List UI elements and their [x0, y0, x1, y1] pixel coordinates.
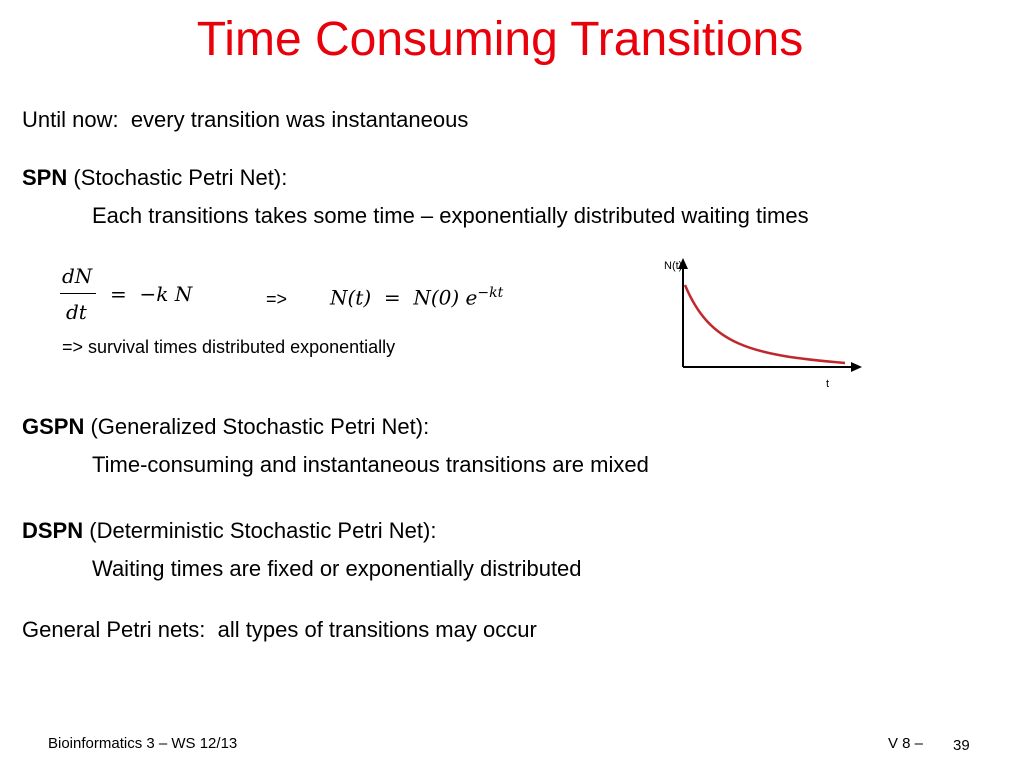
term: GSPN — [22, 414, 85, 439]
section-detail: Waiting times are fixed or exponentially… — [92, 556, 582, 581]
note: => survival times distributed exponentia… — [62, 337, 396, 357]
slide-title: Time Consuming Transitions — [196, 13, 804, 66]
y-label: N(t) — [664, 260, 682, 272]
arrow: => — [266, 289, 288, 309]
decay-curve — [683, 284, 846, 365]
decay-graph: N(t) t — [664, 258, 862, 390]
term-label: (Generalized Stochastic Petri Net): — [90, 414, 430, 439]
intro: Until now: every transition was instanta… — [22, 107, 469, 132]
section-detail: Each transitions takes some time – expon… — [92, 203, 809, 228]
section-heading: GSPN (Generalized Stochastic Petri Net): — [22, 416, 429, 438]
section-heading: DSPN (Deterministic Stochastic Petri Net… — [22, 520, 436, 542]
section-detail: Time-consuming and instantaneous transit… — [92, 452, 649, 477]
exponent: −kt — [477, 285, 504, 301]
denominator: dt — [66, 300, 87, 324]
term: SPN — [22, 165, 68, 190]
footer-version: V 8 – — [888, 735, 924, 752]
formula-rhs: = −k N — [110, 282, 193, 306]
x-label: t — [826, 378, 829, 390]
closing: General Petri nets: all types of transit… — [22, 617, 537, 642]
footer-course: Bioinformatics 3 – WS 12/13 — [48, 735, 238, 752]
x-arrow — [851, 362, 862, 372]
solution-base: N(t) = N(0) e — [330, 285, 478, 310]
term-label: (Deterministic Stochastic Petri Net): — [89, 518, 437, 543]
y-arrow — [678, 258, 688, 269]
solution: N(t) = N(0) e−kt — [330, 286, 503, 308]
fraction-bar — [60, 293, 96, 294]
page-number: 39 — [953, 737, 970, 754]
term-label: (Stochastic Petri Net): — [73, 165, 288, 190]
term: DSPN — [22, 518, 84, 543]
section-heading: SPN (Stochastic Petri Net): — [22, 167, 287, 189]
numerator: dN — [62, 264, 93, 288]
